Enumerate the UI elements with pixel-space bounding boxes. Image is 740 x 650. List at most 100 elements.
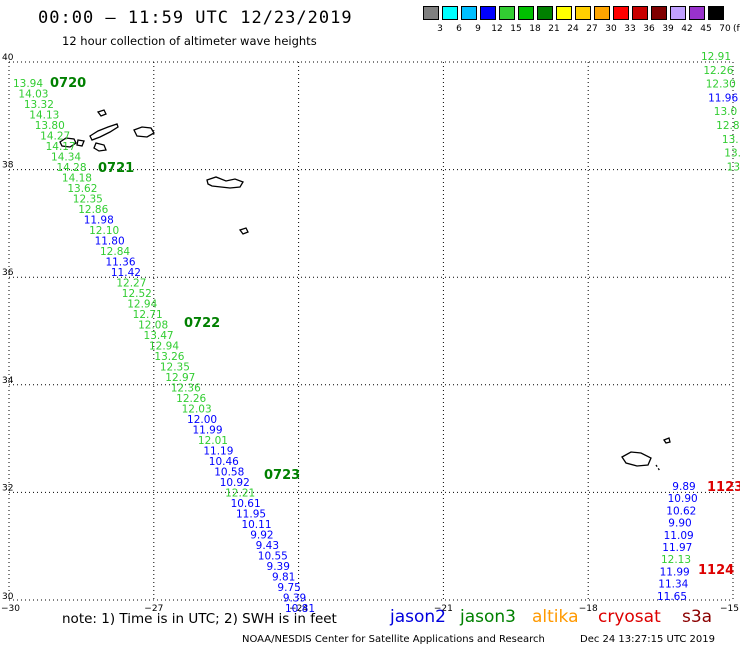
wave-height-label: 14.34 (51, 152, 81, 164)
satellite-jason2: jason2 (390, 607, 446, 627)
map-grid: −30 −27 −24 −21 −18 −15 40 38 36 34 32 30 (1, 53, 739, 614)
wave-height-label: 11.80 (95, 236, 125, 248)
wave-height-label: 12.30 (706, 79, 736, 91)
wave-height-label: 14.18 (62, 173, 92, 185)
island-madeira (621, 451, 652, 467)
wave-height-label: 9.92 (250, 530, 273, 542)
lat-tick-label: 32 (2, 483, 13, 493)
wave-height-label: 12.84 (100, 246, 130, 258)
lon-tick-label: −18 (579, 604, 598, 614)
wave-height-label: 14.03 (18, 89, 48, 101)
wave-height-label: 12.94 (127, 299, 157, 311)
generated-timestamp: Dec 24 13:27:15 UTC 2019 (580, 634, 715, 645)
island-faial (93, 142, 107, 152)
wave-height-label: 9.90 (668, 518, 691, 530)
scale-swatch (613, 6, 629, 20)
time-label: 0723 (264, 468, 300, 483)
wave-height-label: 11.95 (236, 509, 266, 521)
scale-swatch (651, 6, 667, 20)
wave-height-label: 12.91 (701, 51, 731, 63)
wave-height-label: 12.03 (182, 404, 212, 416)
scale-swatch (556, 6, 572, 20)
altimeter-track-jason3: 13.9414.0313.3214.1313.8014.2714.1714.34… (13, 76, 315, 615)
page-subtitle: 12 hour collection of altimeter wave hei… (62, 34, 317, 48)
satellite-altika: altika (532, 607, 579, 627)
wave-height-label: 13.94 (13, 78, 43, 90)
wave-height-label: 12.01 (198, 435, 228, 447)
wave-height-label: 12.26 (703, 65, 733, 77)
wave-height-label: 12.35 (160, 362, 190, 374)
wave-height-label: 12.08 (138, 320, 168, 332)
scale-swatch (499, 6, 515, 20)
wave-height-label: 12.00 (187, 414, 217, 426)
wave-height-label: 11.65 (657, 591, 687, 603)
lon-tick-label: −21 (434, 604, 453, 614)
scale-label: 36 (643, 24, 655, 34)
wave-height-label: 14.27 (40, 131, 70, 143)
altimeter-track-cryosat: 9.8910.9010.629.9011.0911.9712.1311.9911… (657, 480, 740, 603)
wave-height-label: 13.26 (154, 351, 184, 363)
wave-height-label: 9.75 (277, 582, 300, 594)
lat-tick-label: 30 (2, 592, 14, 602)
wave-height-label: 13. (724, 148, 740, 160)
wave-height-label: 13. (722, 134, 739, 146)
scale-label: 45 (700, 24, 712, 34)
wave-height-label: 9.89 (672, 481, 695, 493)
time-label: 0721 (98, 161, 134, 176)
wave-height-label: 13.62 (67, 183, 97, 195)
wave-height-label: 10.46 (209, 456, 239, 468)
scale-label: 12 (491, 24, 503, 34)
scale-label: 39 (662, 24, 674, 34)
wave-height-label: 9.43 (256, 540, 279, 552)
wave-height-label: 11.09 (664, 530, 694, 542)
scale-swatch (537, 6, 553, 20)
wave-height-label: 11.42 (111, 267, 141, 279)
wave-height-label: 13.80 (35, 120, 65, 132)
wave-height-label: 12.97 (165, 372, 195, 384)
wave-height-label: 12.27 (116, 278, 146, 290)
wave-height-label: 13.47 (144, 330, 174, 342)
island-sao-miguel (206, 176, 244, 189)
units-note: note: 1) Time is in UTC; 2) SWH is in fe… (62, 611, 337, 627)
time-label: 0722 (184, 316, 220, 331)
wave-height-label: 11.19 (203, 446, 233, 458)
wave-height-label: 11.34 (658, 579, 688, 591)
time-label: 1124 (698, 563, 734, 578)
scale-label: 30 (605, 24, 617, 34)
wave-height-label: 10.61 (231, 498, 261, 510)
coastlines (59, 109, 671, 472)
scale-swatch (632, 6, 648, 20)
wave-height-label: 12.86 (78, 204, 108, 216)
wave-height-label: 10.92 (220, 477, 250, 489)
satellite-s3a: s3a (682, 607, 713, 627)
island-sao-jorge (89, 123, 119, 141)
scale-swatch (518, 6, 534, 20)
wave-height-label: 9.39 (267, 561, 290, 573)
lon-tick-label: −15 (720, 604, 739, 614)
lon-tick-label: −24 (289, 604, 308, 614)
wave-height-label: 12.71 (133, 309, 163, 321)
scale-swatch (575, 6, 591, 20)
scale-swatch (423, 6, 439, 20)
wave-height-label: 12.36 (171, 383, 201, 395)
scale-swatch (594, 6, 610, 20)
lon-tick-label: −30 (1, 604, 20, 614)
wave-height-label: 12.13 (661, 554, 691, 566)
wave-height-label: 13.0 (714, 106, 737, 118)
scale-swatch (480, 6, 496, 20)
wave-height-label: 12.8 (716, 120, 739, 132)
wave-height-label: 14.28 (56, 162, 86, 174)
island-graciosa (96, 109, 107, 117)
lat-tick-label: 40 (2, 53, 14, 63)
wave-height-label: 12.21 (225, 488, 255, 500)
scale-label: 9 (475, 24, 481, 34)
wave-height-label: 9.39 (283, 593, 306, 605)
wave-height-label: 13.32 (24, 99, 54, 111)
scale-label: 70 (719, 24, 731, 34)
scale-label: 42 (681, 24, 693, 34)
wave-height-label: 11.97 (662, 542, 692, 554)
lat-tick-label: 36 (2, 268, 14, 278)
scale-label: 33 (624, 24, 636, 34)
